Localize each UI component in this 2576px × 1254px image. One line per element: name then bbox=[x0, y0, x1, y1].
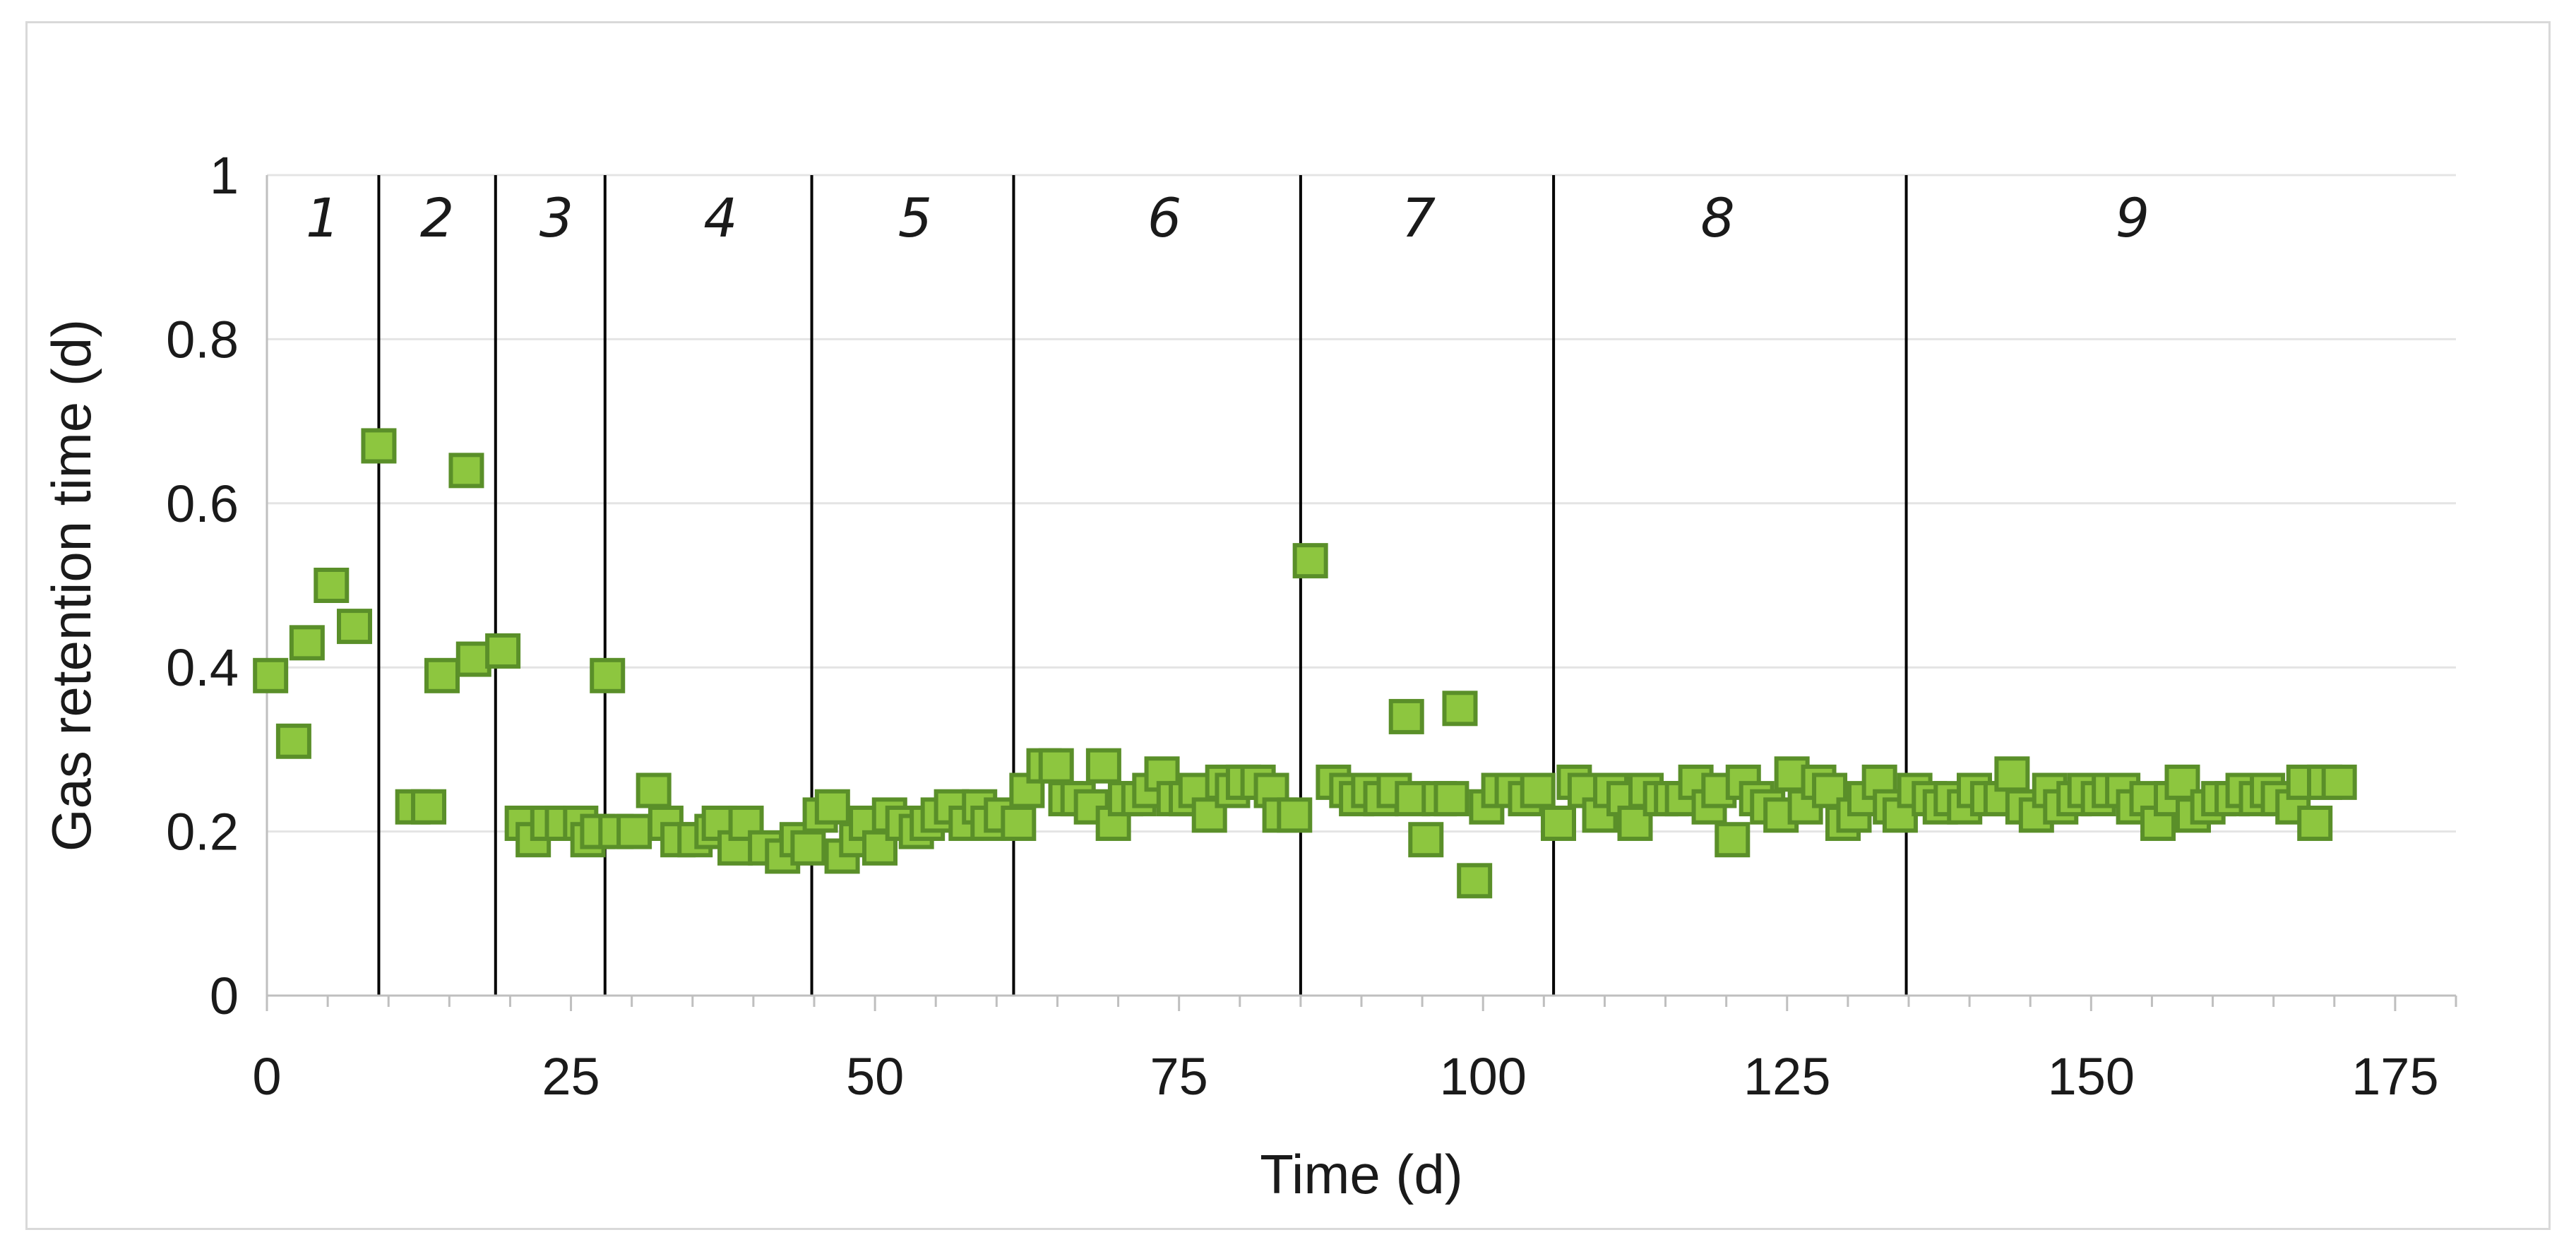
phase-label: 7 bbox=[1402, 186, 1436, 249]
data-point bbox=[275, 723, 311, 759]
data-point bbox=[1277, 797, 1313, 833]
phase-label: 2 bbox=[420, 186, 454, 249]
data-point bbox=[1541, 805, 1576, 841]
y-axis-title: Gas retention time (d) bbox=[40, 319, 102, 852]
y-tick-label: 0 bbox=[210, 967, 239, 1025]
phase-label: 1 bbox=[306, 186, 340, 249]
data-points bbox=[253, 428, 2357, 899]
data-point bbox=[1038, 748, 1074, 784]
data-point bbox=[1715, 822, 1751, 858]
y-tick-label: 0.2 bbox=[166, 803, 239, 861]
data-point bbox=[790, 830, 826, 866]
data-point bbox=[411, 789, 447, 825]
gridlines bbox=[267, 174, 2456, 833]
data-point bbox=[1388, 698, 1424, 734]
x-tick-label: 25 bbox=[542, 1047, 600, 1106]
x-tick-label: 125 bbox=[1743, 1047, 1830, 1106]
data-point bbox=[448, 453, 484, 489]
data-point bbox=[1408, 822, 1444, 858]
data-point bbox=[253, 657, 289, 693]
y-tick-label: 0.4 bbox=[166, 638, 239, 697]
data-point bbox=[2297, 805, 2333, 841]
phase-dividers bbox=[377, 175, 1908, 996]
data-point bbox=[1520, 772, 1556, 808]
x-tick-label: 150 bbox=[2048, 1047, 2135, 1106]
chart-frame bbox=[25, 21, 2551, 1230]
x-axis-title: Time (d) bbox=[1260, 1143, 1462, 1205]
data-point bbox=[1085, 748, 1121, 784]
axes: 00.20.40.60.810 25 50 75 100 125 150 175 bbox=[166, 146, 2457, 1106]
data-point bbox=[1812, 772, 1848, 808]
data-point bbox=[424, 657, 460, 693]
y-tick-label: 1 bbox=[210, 146, 239, 205]
y-tick-label: 0.6 bbox=[166, 474, 239, 533]
data-point bbox=[1994, 756, 2030, 792]
x-tick-label: 175 bbox=[2351, 1047, 2438, 1106]
data-point bbox=[1442, 691, 1478, 727]
data-point bbox=[616, 813, 652, 849]
y-tick-label: 0.8 bbox=[166, 310, 239, 369]
phase-label: 6 bbox=[1147, 186, 1181, 249]
data-point bbox=[1457, 863, 1493, 899]
data-point bbox=[590, 657, 626, 693]
data-point bbox=[314, 568, 350, 603]
data-point bbox=[814, 789, 850, 825]
phase-label: 3 bbox=[539, 186, 573, 249]
data-point bbox=[2321, 764, 2357, 800]
data-point bbox=[337, 609, 372, 645]
phase-label: 8 bbox=[1700, 186, 1734, 249]
phase-labels: 1 2 3 4 5 6 7 8 9 bbox=[306, 186, 2149, 249]
data-point bbox=[289, 625, 325, 661]
data-point bbox=[636, 772, 672, 808]
phase-label: 4 bbox=[703, 186, 737, 249]
x-tick-label: 100 bbox=[1439, 1047, 1526, 1106]
data-point bbox=[485, 633, 521, 669]
data-point bbox=[1292, 543, 1328, 579]
data-point bbox=[1433, 781, 1469, 817]
x-tick-label: 0 bbox=[252, 1047, 281, 1106]
x-tick-label: 75 bbox=[1150, 1047, 1208, 1106]
data-point bbox=[1001, 805, 1037, 841]
phase-label: 5 bbox=[898, 186, 932, 249]
data-point bbox=[361, 428, 397, 464]
phase-label: 9 bbox=[2116, 186, 2149, 249]
data-point bbox=[455, 641, 491, 677]
x-tick-label: 50 bbox=[846, 1047, 904, 1106]
